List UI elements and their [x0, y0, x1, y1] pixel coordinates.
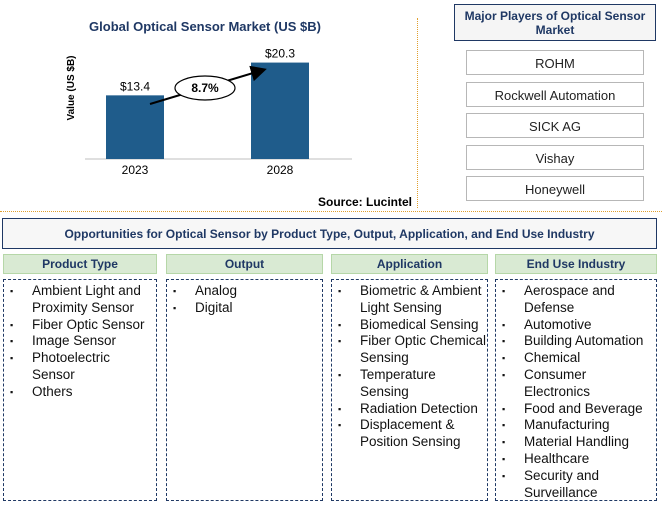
x-tick-label-2028: 2028 [267, 163, 294, 177]
chart-title: Global Optical Sensor Market (US $B) [89, 19, 321, 34]
list-item: Automotive [496, 317, 656, 334]
player-vishay: Vishay [466, 145, 644, 170]
players-title: Major Players of Optical Sensor Market [454, 4, 656, 41]
list-item: Photoelectric Sensor [4, 350, 156, 384]
column-heading-product-type: Product Type [3, 254, 157, 274]
list-item: Fiber Optic Sensor [4, 317, 156, 334]
opportunities-title: Opportunities for Optical Sensor by Prod… [2, 218, 657, 249]
list-item: Aerospace and Defense [496, 283, 656, 317]
bar-value-label-2028: $20.3 [265, 47, 295, 61]
list-item: Ambient Light and Proximity Sensor [4, 283, 156, 317]
application-list-box: Biometric & Ambient Light Sensing Biomed… [331, 279, 488, 501]
list-item: Consumer Electronics [496, 367, 656, 401]
end-use-industry-list: Aerospace and Defense Automotive Buildin… [496, 280, 656, 501]
bar-2028 [251, 62, 309, 160]
column-heading-output: Output [166, 254, 323, 274]
bar-chart: $13.4 $20.3 2023 2028 8.7% [85, 47, 352, 177]
horizontal-divider [0, 211, 662, 212]
list-item: Chemical [496, 350, 656, 367]
product-type-list-box: Ambient Light and Proximity Sensor Fiber… [3, 279, 157, 501]
list-item: Others [4, 384, 156, 401]
player-honeywell: Honeywell [466, 176, 644, 201]
list-item: Image Sensor [4, 333, 156, 350]
list-item: Analog [167, 283, 322, 300]
list-item: Displacement & Position Sensing [332, 417, 487, 451]
cagr-label: 8.7% [191, 81, 219, 95]
list-item: Fiber Optic Chemical Sensing [332, 333, 487, 367]
player-rohm: ROHM [466, 50, 644, 75]
list-item: Food and Beverage [496, 401, 656, 418]
column-heading-end-use-industry: End Use Industry [495, 254, 657, 274]
player-sick-ag: SICK AG [466, 113, 644, 138]
list-item: Security and Surveillance [496, 468, 656, 502]
list-item: Building Automation [496, 333, 656, 350]
source-note: Source: Lucintel [318, 195, 413, 209]
output-list-box: Analog Digital [166, 279, 323, 501]
application-list: Biometric & Ambient Light Sensing Biomed… [332, 280, 487, 451]
bar-2023 [106, 95, 164, 159]
list-item: Biometric & Ambient Light Sensing [332, 283, 487, 317]
list-item: Manufacturing [496, 417, 656, 434]
player-rockwell-automation: Rockwell Automation [466, 82, 644, 107]
end-use-industry-list-box: Aerospace and Defense Automotive Buildin… [495, 279, 657, 501]
product-type-list: Ambient Light and Proximity Sensor Fiber… [4, 280, 156, 401]
vertical-divider [417, 18, 418, 208]
list-item: Radiation Detection [332, 401, 487, 418]
list-item: Biomedical Sensing [332, 317, 487, 334]
list-item: Temperature Sensing [332, 367, 487, 401]
list-item: Material Handling [496, 434, 656, 451]
list-item: Healthcare [496, 451, 656, 468]
cagr-ellipse [174, 75, 236, 101]
x-tick-label-2023: 2023 [122, 163, 149, 177]
bar-value-label-2023: $13.4 [120, 79, 150, 93]
list-item: Digital [167, 300, 322, 317]
column-heading-application: Application [331, 254, 488, 274]
output-list: Analog Digital [167, 280, 322, 317]
